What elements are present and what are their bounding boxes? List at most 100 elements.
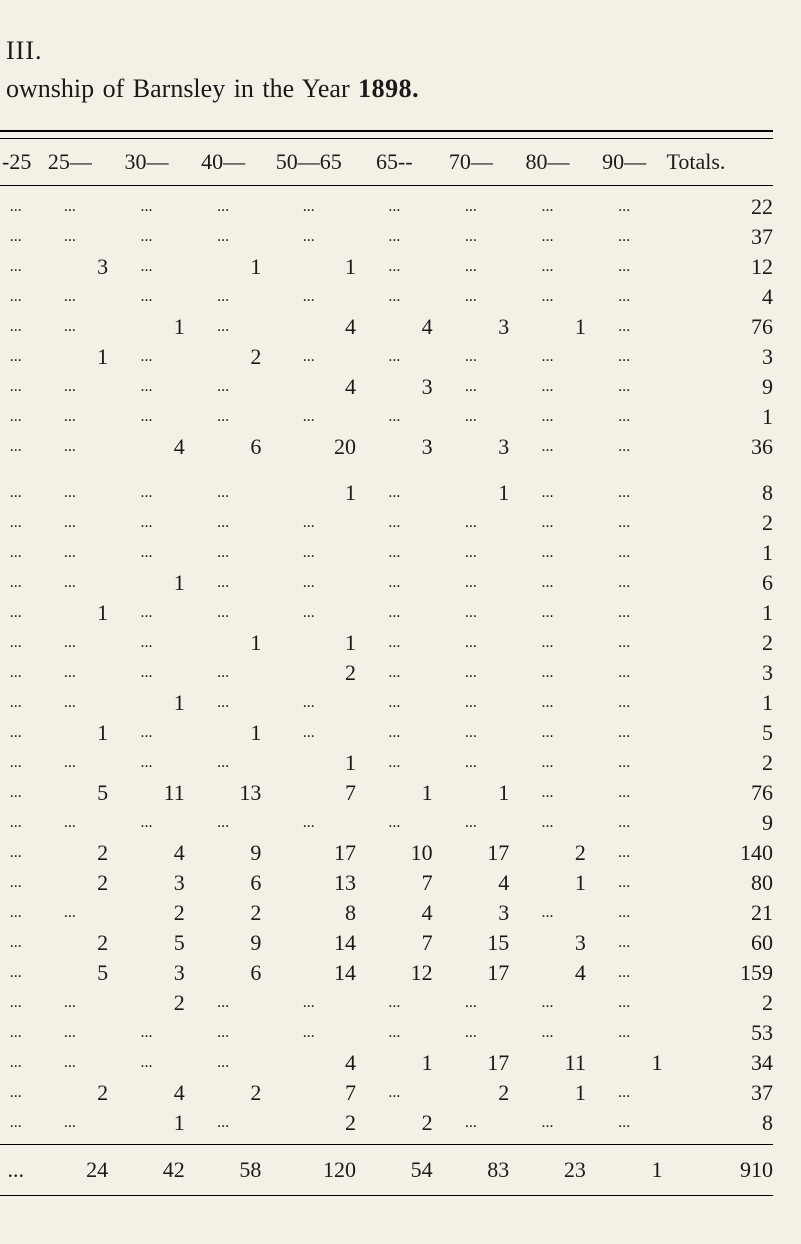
cell-empty: ... — [509, 372, 586, 402]
cell-empty: ... — [356, 222, 433, 252]
table-row: ......1..................1 — [0, 688, 773, 718]
cell-value: 3 — [433, 432, 510, 462]
table-row: ...........................2 — [0, 508, 773, 538]
cell-empty: ... — [356, 342, 433, 372]
col-header: 80— — [509, 139, 586, 186]
cell-value: 4 — [356, 312, 433, 342]
cell-value: 7 — [261, 1078, 356, 1108]
cell-value: 1 — [356, 778, 433, 808]
cell-empty: ... — [185, 478, 262, 508]
cell-empty: ... — [0, 838, 32, 868]
table-row: ...1.....................1 — [0, 598, 773, 628]
section-number: III. — [6, 36, 773, 66]
cell-empty: ... — [0, 598, 32, 628]
cell-empty: ... — [586, 312, 663, 342]
table-row: ............411711134 — [0, 1048, 773, 1078]
cell-empty: ... — [586, 688, 663, 718]
cell-empty: ... — [509, 658, 586, 688]
cell-empty: ... — [0, 402, 32, 432]
cell-empty: ... — [185, 748, 262, 778]
table-row: ...2427...21...37 — [0, 1078, 773, 1108]
cell-empty: ... — [356, 568, 433, 598]
cell-value: 9 — [185, 928, 262, 958]
cell-empty: ... — [32, 1108, 109, 1138]
cell-value: 4 — [433, 868, 510, 898]
cell-empty: ... — [586, 252, 663, 282]
cell-empty: ... — [586, 1018, 663, 1048]
row-total: 22 — [662, 192, 773, 222]
table-row: ...........................9 — [0, 808, 773, 838]
cell-empty: ... — [586, 282, 663, 312]
cell-empty: ... — [586, 478, 663, 508]
cell-empty: ... — [32, 568, 109, 598]
cell-value: 1 — [261, 478, 356, 508]
cell-empty: ... — [356, 658, 433, 688]
table-row: ...........................1 — [0, 538, 773, 568]
cell-value: 5 — [32, 778, 109, 808]
table-row: ...........................37 — [0, 222, 773, 252]
cell-value: 54 — [356, 1145, 433, 1196]
cell-value: 10 — [356, 838, 433, 868]
cell-value: 1 — [433, 478, 510, 508]
cell-empty: ... — [0, 778, 32, 808]
cell-empty: ... — [0, 718, 32, 748]
cell-empty: ... — [0, 928, 32, 958]
table-row: ...........................53 — [0, 1018, 773, 1048]
cell-empty: ... — [32, 282, 109, 312]
cell-empty: ... — [108, 252, 185, 282]
cell-empty: ... — [185, 688, 262, 718]
cell-value: 17 — [261, 838, 356, 868]
cell-empty: ... — [185, 568, 262, 598]
row-total: 76 — [662, 312, 773, 342]
cell-value: 15 — [433, 928, 510, 958]
title-year: 1898. — [358, 74, 419, 103]
table-row: .........11............2 — [0, 628, 773, 658]
cell-empty: ... — [586, 508, 663, 538]
cell-empty: ... — [185, 1048, 262, 1078]
cell-empty: ... — [108, 402, 185, 432]
table-row: ......22843......21 — [0, 898, 773, 928]
cell-value: 1 — [108, 688, 185, 718]
cell-empty: ... — [261, 1018, 356, 1048]
cell-value: 2 — [108, 898, 185, 928]
cell-empty: ... — [509, 342, 586, 372]
cell-empty: ... — [356, 598, 433, 628]
row-total: 21 — [662, 898, 773, 928]
cell-empty: ... — [185, 598, 262, 628]
table-header-row: -25 25— 30— 40— 50—65 65-- 70— 80— 90— T… — [0, 139, 773, 186]
table-row: ...3...11............12 — [0, 252, 773, 282]
cell-value: 24 — [32, 1145, 109, 1196]
cell-empty: ... — [185, 1108, 262, 1138]
cell-empty: ... — [433, 508, 510, 538]
cell-value: 1 — [32, 342, 109, 372]
cell-empty: ... — [185, 1018, 262, 1048]
row-total: 8 — [662, 1108, 773, 1138]
cell-empty: ... — [108, 372, 185, 402]
cell-empty: ... — [261, 402, 356, 432]
cell-value: 4 — [261, 372, 356, 402]
cell-empty: ... — [509, 402, 586, 432]
cell-empty: ... — [108, 598, 185, 628]
cell-empty: ... — [356, 538, 433, 568]
cell-empty: ... — [586, 568, 663, 598]
table-row: ......462033......36 — [0, 432, 773, 462]
cell-value: 17 — [433, 958, 510, 988]
cell-empty: ... — [261, 192, 356, 222]
table-row: ...1...2...............3 — [0, 342, 773, 372]
cell-empty: ... — [586, 928, 663, 958]
cell-empty: ... — [261, 508, 356, 538]
cell-empty: ... — [433, 718, 510, 748]
cell-empty: ... — [509, 222, 586, 252]
cell-empty: ... — [185, 372, 262, 402]
cell-value: 4 — [356, 898, 433, 928]
cell-empty: ... — [509, 718, 586, 748]
cell-empty: ... — [32, 748, 109, 778]
cell-empty: ... — [108, 808, 185, 838]
cell-empty: ... — [356, 192, 433, 222]
cell-value: 4 — [108, 838, 185, 868]
row-total: 1 — [662, 538, 773, 568]
row-total: 4 — [662, 282, 773, 312]
cell-empty: ... — [586, 658, 663, 688]
cell-empty: ... — [433, 252, 510, 282]
cell-empty: ... — [0, 898, 32, 928]
